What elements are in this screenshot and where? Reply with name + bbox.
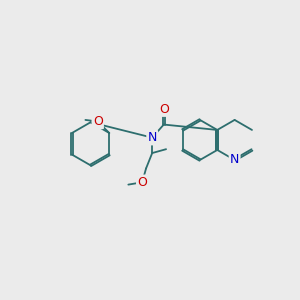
Text: N: N xyxy=(148,131,157,144)
Text: N: N xyxy=(230,154,239,166)
Text: O: O xyxy=(137,176,147,189)
Text: O: O xyxy=(159,103,169,116)
Text: O: O xyxy=(93,115,103,128)
